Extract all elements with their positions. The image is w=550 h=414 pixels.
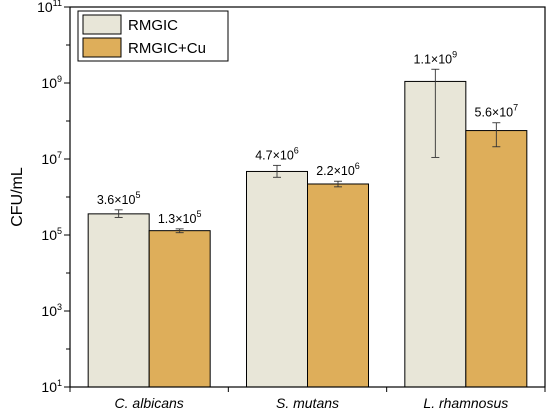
bars-layer xyxy=(87,80,528,388)
bar-1-0 xyxy=(148,230,211,388)
data-label-1-1: 2.2×106 xyxy=(316,161,360,178)
legend-swatch-0 xyxy=(82,14,122,35)
y-tick-label-1: 103 xyxy=(41,302,62,319)
x-tick-label-2: L. rhamnosus xyxy=(423,395,508,411)
bar-0-1 xyxy=(246,170,308,388)
axes-layer: C. albicans S. mutans L. rhamnosus 101 103 10… xyxy=(37,0,546,411)
error-bar-0-2 xyxy=(431,68,440,158)
bar-1-1 xyxy=(307,183,369,388)
error-bar-1-2 xyxy=(492,122,501,148)
data-label-1-2: 5.6×107 xyxy=(475,103,519,120)
legend-label-0: RMGIC xyxy=(128,17,178,34)
legend-swatch-1 xyxy=(82,37,122,58)
legend: RMGIC RMGIC+Cu xyxy=(77,10,229,62)
error-bar-0-0 xyxy=(114,209,123,218)
data-label-0-2: 1.1×109 xyxy=(414,49,458,66)
bar-0-0 xyxy=(87,213,150,388)
data-label-0-1: 4.7×106 xyxy=(255,145,299,162)
error-bar-1-0 xyxy=(175,228,184,234)
x-tick-label-1: S. mutans xyxy=(276,395,339,411)
y-tick-label-4: 109 xyxy=(41,74,62,91)
error-bar-0-1 xyxy=(273,164,281,178)
data-label-1-0: 1.3×105 xyxy=(158,209,202,226)
y-tick-label-3: 107 xyxy=(41,150,62,167)
data-label-0-0: 3.6×105 xyxy=(97,190,141,207)
y-tick-label-0: 101 xyxy=(41,378,62,395)
bar-1-2 xyxy=(465,130,528,388)
y-tick-label-5: 1011 xyxy=(37,0,62,15)
y-tick-label-2: 105 xyxy=(41,226,62,243)
error-bars-layer xyxy=(114,68,501,234)
legend-label-1: RMGIC+Cu xyxy=(128,40,206,57)
x-tick-label-0: C. albicans xyxy=(115,395,184,411)
error-bar-1-1 xyxy=(334,180,342,188)
data-labels-layer: 3.6×105 1.3×105 4.7×106 2.2×106 1.1×109 5.6×1… xyxy=(97,49,518,226)
y-axis-title: CFU/mL xyxy=(9,167,26,227)
